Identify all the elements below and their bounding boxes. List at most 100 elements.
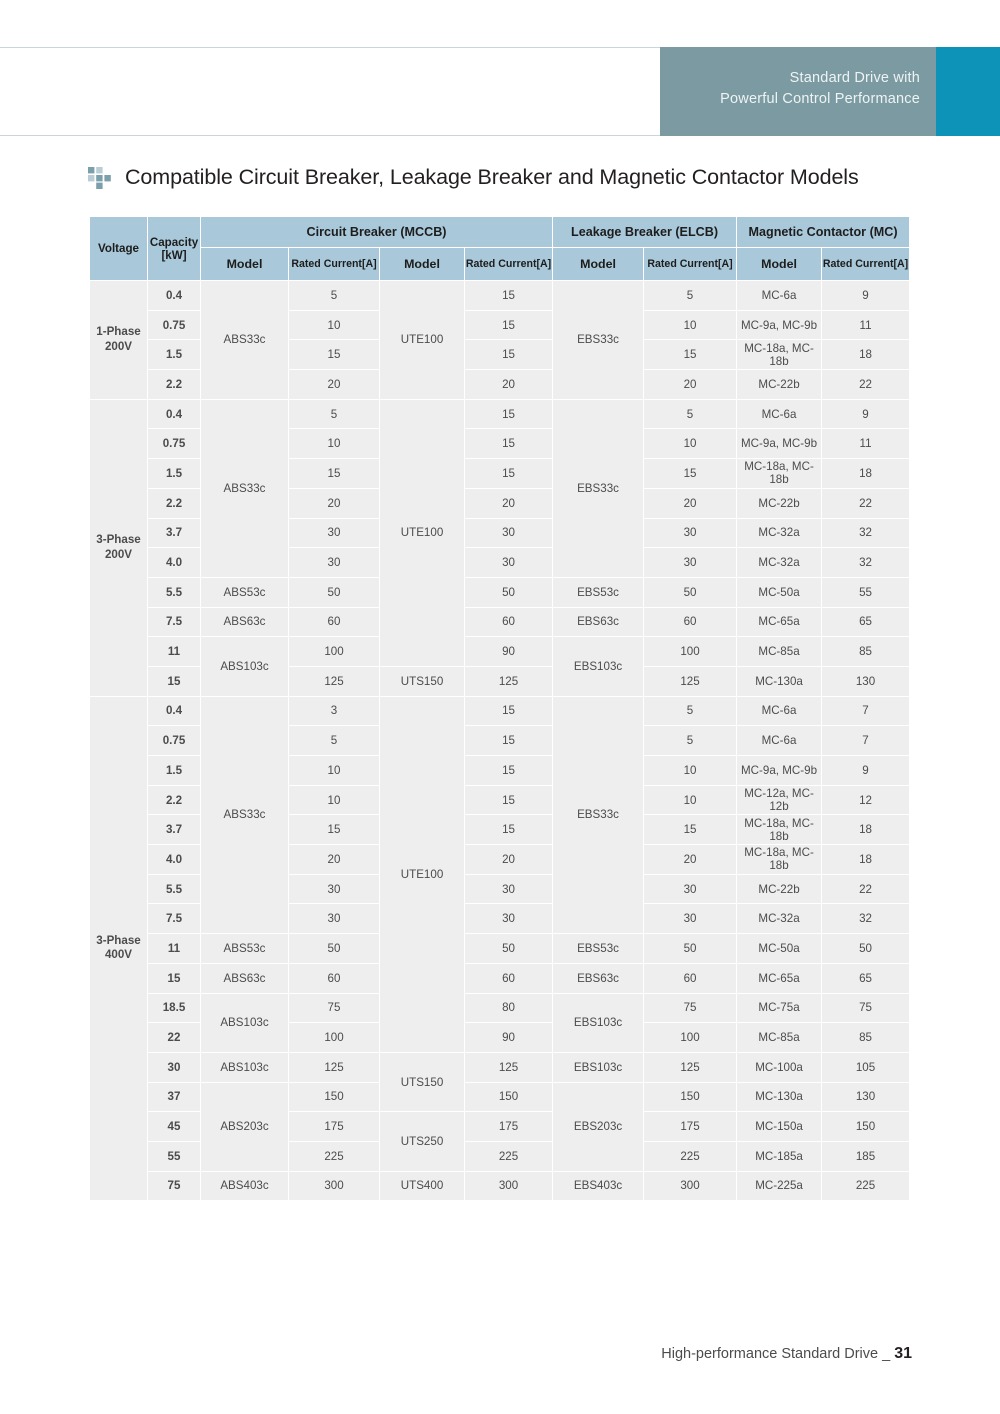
mccb-model-1: ABS103c <box>200 992 289 1053</box>
subheader-mccb-model-2: Model <box>379 247 465 281</box>
mc-model: MC-18a, MC-18b <box>736 814 823 846</box>
mccb-rated-current-2: 80 <box>463 992 554 1024</box>
capacity-value: 15 <box>147 962 201 994</box>
table-row: 75 ABS403c 300 UTS400 300 EBS403c 300 MC-225a 22… <box>90 1170 911 1202</box>
mccb-rated-current-1: 30 <box>288 517 380 549</box>
elcb-rated-current: 50 <box>643 576 738 608</box>
elcb-model: EBS33c <box>552 398 645 578</box>
voltage-line1: 3-Phase <box>96 533 141 547</box>
elcb-model: EBS33c <box>552 280 645 400</box>
mc-model: MC-130a <box>736 665 823 697</box>
elcb-rated-current: 20 <box>643 369 738 400</box>
elcb-model: EBS33c <box>552 695 645 935</box>
mccb-rated-current-1: 50 <box>288 933 380 964</box>
mccb-model-1: ABS63c <box>200 606 289 638</box>
mccb-rated-current-1: 30 <box>288 903 380 935</box>
header-color-band <box>660 47 936 136</box>
elcb-rated-current: 30 <box>643 873 738 905</box>
mccb-model-1: ABS103c <box>200 636 289 697</box>
mccb-rated-current-1: 300 <box>288 1170 380 1202</box>
elcb-rated-current: 30 <box>643 547 738 578</box>
mc-rated-current: 185 <box>821 1140 911 1172</box>
mccb-rated-current-2: 15 <box>463 280 554 311</box>
header-rule-bottom <box>0 135 660 136</box>
capacity-value: 0.75 <box>147 725 201 756</box>
capacity-value: 2.2 <box>147 487 201 519</box>
mccb-rated-current-1: 100 <box>288 1022 380 1053</box>
mccb-rated-current-2: 15 <box>463 458 554 489</box>
elcb-rated-current: 100 <box>643 1022 738 1053</box>
mc-rated-current: 11 <box>821 428 911 460</box>
mc-model: MC-150a <box>736 1111 823 1142</box>
table-row: 7.5 ABS63c 60 60 EBS63c 60 MC-65a 65 <box>90 606 911 638</box>
voltage-line2: 200V <box>104 547 133 561</box>
table-row: 1.5 10 15 10 MC-9a, MC-9b 9 <box>90 755 911 786</box>
mc-model: MC-32a <box>736 903 823 935</box>
table-row: 5.5 ABS53c 50 50 EBS53c 50 MC-50a 55 <box>90 576 911 608</box>
mc-model: MC-185a <box>736 1140 823 1172</box>
mccb-rated-current-1: 20 <box>288 487 380 519</box>
group-header-elcb: Leakage Breaker (ELCB) <box>552 216 738 248</box>
mccb-model-1: ABS53c <box>200 933 289 964</box>
capacity-value: 1.5 <box>147 755 201 786</box>
elcb-rated-current: 5 <box>643 725 738 756</box>
mccb-rated-current-2: 15 <box>463 309 554 341</box>
mccb-rated-current-2: 15 <box>463 339 554 371</box>
mccb-rated-current-2: 60 <box>463 606 554 638</box>
page-footer: High-performance Standard Drive _ 31 <box>661 1345 912 1363</box>
capacity-value: 11 <box>147 933 201 964</box>
elcb-rated-current: 30 <box>643 903 738 935</box>
voltage-line1: 3-Phase <box>96 933 141 947</box>
table-header-group-row: Voltage Capacity [kW] Circuit Breaker (M… <box>89 216 911 281</box>
elcb-rated-current: 20 <box>643 844 738 875</box>
mccb-rated-current-1: 3 <box>288 695 380 727</box>
capacity-value: 2.2 <box>147 369 201 400</box>
mc-model: MC-12a, MC-12b <box>736 784 823 816</box>
mccb-rated-current-2: 60 <box>463 962 554 994</box>
elcb-rated-current: 5 <box>643 398 738 430</box>
capacity-value: 18.5 <box>147 992 201 1024</box>
capacity-value: 2.2 <box>147 784 201 816</box>
mc-rated-current: 150 <box>821 1111 911 1142</box>
mccb-rated-current-2: 150 <box>463 1081 554 1113</box>
mccb-rated-current-2: 125 <box>463 665 554 697</box>
capacity-value: 7.5 <box>147 903 201 935</box>
section-title-text: Compatible Circuit Breaker, Leakage Brea… <box>125 165 859 189</box>
header-title: Standard Drive with Powerful Control Per… <box>720 68 920 110</box>
mccb-rated-current-2: 50 <box>463 933 554 964</box>
header-rule-top <box>0 47 660 48</box>
subheader-mccb-model-1: Model <box>200 247 289 281</box>
header-accent-block <box>936 47 1000 136</box>
table-row: 1-Phase 200V 0.4 ABS33c 5 UTE100 15 EBS33c 5 MC-6… <box>89 280 911 400</box>
capacity-value: 1.5 <box>147 458 201 489</box>
mc-rated-current: 32 <box>821 903 911 935</box>
voltage-line2: 400V <box>104 948 133 962</box>
mc-model: MC-18a, MC-18b <box>736 458 823 489</box>
mccb-rated-current-1: 60 <box>288 962 380 994</box>
elcb-rated-current: 100 <box>643 636 738 667</box>
mc-rated-current: 11 <box>821 309 911 341</box>
table-row: 55 225 225 225 MC-185a 185 <box>90 1140 911 1172</box>
elcb-rated-current: 15 <box>643 339 738 371</box>
mccb-rated-current-2: 30 <box>463 873 554 905</box>
elcb-model: EBS103c <box>552 992 645 1053</box>
mc-rated-current: 130 <box>821 665 911 697</box>
mccb-rated-current-1: 10 <box>288 428 380 460</box>
elcb-rated-current: 10 <box>643 428 738 460</box>
mccb-rated-current-2: 20 <box>463 369 554 400</box>
table-row: 2.2 20 20 20 MC-22b 22 <box>90 487 911 519</box>
table-row: 11 ABS53c 50 50 EBS53c 50 MC-50a 50 <box>90 933 911 964</box>
mccb-rated-current-2: 20 <box>463 487 554 519</box>
table-row: 45 175 UTS250 175 175 MC-150a 150 <box>90 1111 911 1172</box>
mc-model: MC-18a, MC-18b <box>736 339 823 371</box>
mccb-rated-current-2: 15 <box>463 725 554 756</box>
mc-rated-current: 105 <box>821 1051 911 1083</box>
mccb-rated-current-2: 15 <box>463 784 554 816</box>
mccb-rated-current-1: 125 <box>288 665 380 697</box>
mccb-rated-current-2: 50 <box>463 576 554 608</box>
subheader-mccb-current-1: Rated Current[A] <box>288 247 380 281</box>
table-row: 22 100 90 100 MC-85a 85 <box>90 1022 911 1053</box>
mccb-rated-current-2: 20 <box>463 844 554 875</box>
mccb-rated-current-1: 5 <box>288 280 380 311</box>
mccb-model-2: UTS150 <box>379 665 465 697</box>
